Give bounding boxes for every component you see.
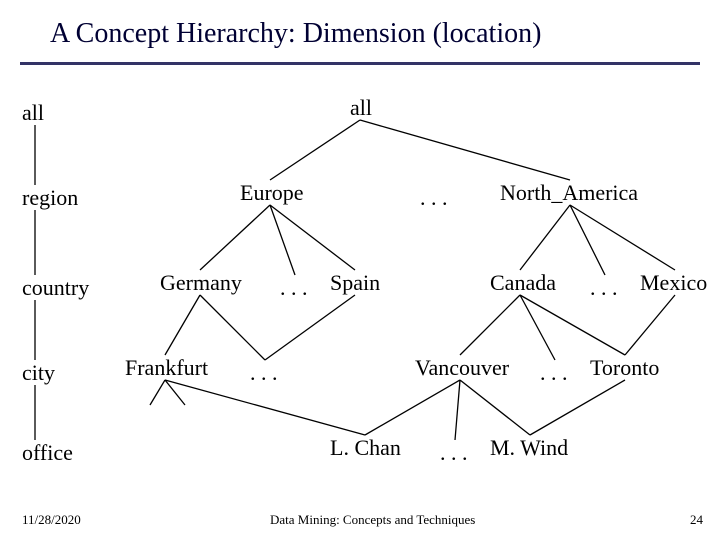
- node-spain: Spain: [330, 270, 380, 296]
- node-mwind: M. Wind: [490, 435, 568, 461]
- node-frankfurt: Frankfurt: [125, 355, 208, 381]
- level-country: country: [22, 275, 89, 301]
- node-all: all: [350, 95, 372, 121]
- node-dots-country-eu: . . .: [280, 275, 308, 301]
- node-dots-city-na: . . .: [540, 360, 568, 386]
- title-underline: [20, 62, 700, 65]
- level-office: office: [22, 440, 73, 466]
- node-dots-city-eu: . . .: [250, 360, 278, 386]
- footer-title: Data Mining: Concepts and Techniques: [270, 512, 475, 528]
- node-toronto: Toronto: [590, 355, 659, 381]
- node-canada: Canada: [490, 270, 556, 296]
- level-region: region: [22, 185, 78, 211]
- level-city: city: [22, 360, 55, 386]
- level-all: all: [22, 100, 44, 126]
- node-europe: Europe: [240, 180, 304, 206]
- footer-page: 24: [690, 512, 703, 528]
- node-north-america: North_America: [500, 180, 638, 206]
- node-vancouver: Vancouver: [415, 355, 509, 381]
- node-mexico: Mexico: [640, 270, 707, 296]
- node-dots-country-na: . . .: [590, 275, 618, 301]
- slide: A Concept Hierarchy: Dimension (location…: [0, 0, 720, 540]
- node-dots-region: . . .: [420, 185, 448, 211]
- node-lchan: L. Chan: [330, 435, 401, 461]
- slide-title: A Concept Hierarchy: Dimension (location…: [50, 18, 541, 50]
- node-dots-office: . . .: [440, 440, 468, 466]
- footer-date: 11/28/2020: [22, 512, 81, 528]
- node-germany: Germany: [160, 270, 242, 296]
